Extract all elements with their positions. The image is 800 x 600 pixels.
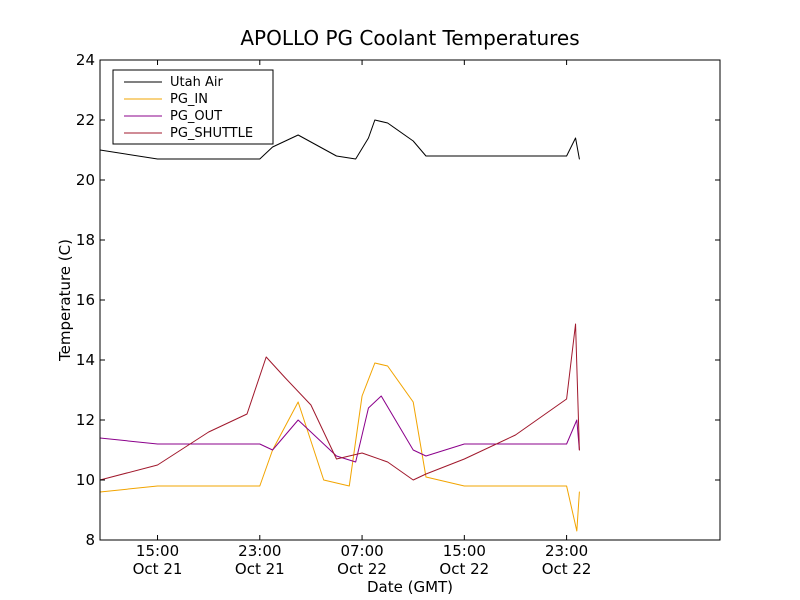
y-tick-label: 24 — [76, 51, 95, 69]
series-line-pg-shuttle — [99, 323, 580, 481]
legend-label: PG_SHUTTLE — [170, 126, 253, 141]
y-tick-label: 20 — [76, 171, 95, 189]
y-tick-label: 10 — [76, 471, 95, 489]
y-tick-label: 12 — [76, 411, 95, 429]
x-tick-time-label: 07:00 — [340, 542, 383, 560]
x-axis-title: Date (GMT) — [367, 578, 453, 596]
y-tick-label: 14 — [76, 351, 95, 369]
chart-title: APOLLO PG Coolant Temperatures — [240, 26, 579, 50]
legend-label: Utah Air — [170, 75, 223, 90]
legend: Utah Air PG_IN PG_OUT PG_SHUTTLE — [112, 69, 274, 145]
x-tick-time-label: 23:00 — [545, 542, 588, 560]
x-tick-date-label: Oct 22 — [439, 560, 489, 578]
legend-label: PG_OUT — [170, 109, 222, 124]
series-line-pg-in — [99, 362, 580, 532]
y-tick-label: 18 — [76, 231, 95, 249]
x-tick-time-label: 15:00 — [443, 542, 486, 560]
y-axis-title: Temperature (C) — [56, 239, 74, 362]
series-line-pg-out — [99, 395, 580, 463]
x-tick-date-label: Oct 22 — [337, 560, 387, 578]
x-tick-time-label: 15:00 — [136, 542, 179, 560]
y-tick-label: 16 — [76, 291, 95, 309]
series-line-utah-air — [99, 119, 580, 160]
legend-label: PG_IN — [170, 92, 208, 107]
y-tick-label: 22 — [76, 111, 95, 129]
x-tick-date-label: Oct 22 — [542, 560, 592, 578]
plot-area — [99, 119, 580, 532]
x-tick-date-label: Oct 21 — [133, 560, 183, 578]
y-tick-label: 8 — [85, 531, 95, 549]
x-tick-date-label: Oct 21 — [235, 560, 285, 578]
x-tick-time-label: 23:00 — [238, 542, 281, 560]
